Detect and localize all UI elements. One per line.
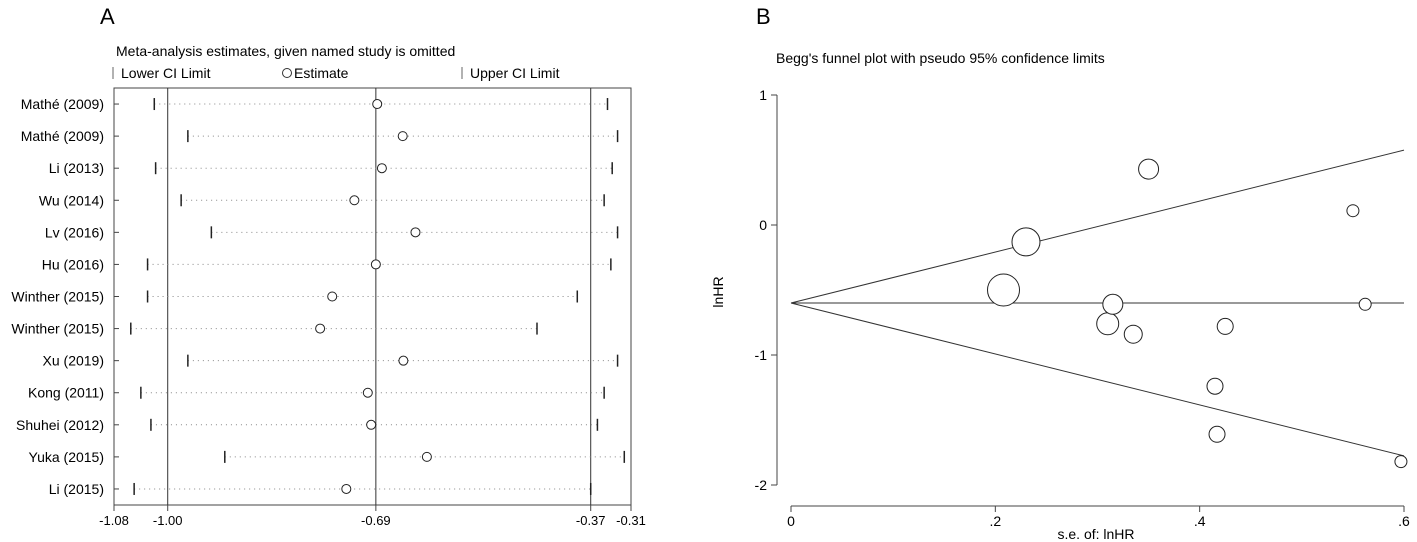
x-tick-label: -0.31 bbox=[616, 513, 646, 528]
estimate-marker bbox=[366, 419, 377, 430]
x-tick-label: .6 bbox=[1398, 513, 1410, 529]
estimate-marker bbox=[376, 163, 387, 174]
y-tick-label: 0 bbox=[759, 217, 767, 233]
funnel-axes: 1 0 -1 -2 0 .2 .4 .6 bbox=[755, 87, 1410, 529]
estimate-marker bbox=[398, 355, 409, 366]
study-label: Lv (2016) bbox=[45, 224, 104, 240]
funnel-plot-title: Begg's funnel plot with pseudo 95% confi… bbox=[776, 50, 1105, 66]
study-point bbox=[1358, 297, 1372, 311]
study-label: Winther (2015) bbox=[11, 289, 104, 305]
study-point bbox=[1102, 293, 1124, 315]
estimate-marker bbox=[327, 291, 338, 302]
study-label: Hu (2016) bbox=[42, 256, 104, 272]
panel-b-letter: B bbox=[756, 4, 771, 29]
estimate-marker bbox=[315, 323, 326, 334]
panel-a-letter: A bbox=[100, 4, 115, 29]
forest-plot-title: Meta-analysis estimates, given named stu… bbox=[116, 43, 455, 59]
x-tick-label: 0 bbox=[787, 513, 795, 529]
study-point bbox=[1011, 227, 1041, 257]
x-tick-label: -1.08 bbox=[99, 513, 129, 528]
estimate-marker bbox=[370, 259, 381, 270]
study-point bbox=[1206, 377, 1224, 395]
lower-confidence-limit bbox=[790, 302, 1405, 457]
study-label: Shuhei (2012) bbox=[16, 417, 104, 433]
estimate-marker bbox=[362, 387, 373, 398]
study-label: Winther (2015) bbox=[11, 321, 104, 337]
x-tick-label: -1.00 bbox=[153, 513, 183, 528]
x-tick-label: -0.69 bbox=[361, 513, 391, 528]
y-tick-label: 1 bbox=[759, 87, 767, 103]
funnel-y-axis-label: lnHR bbox=[710, 276, 726, 307]
y-tick-label: -2 bbox=[755, 477, 768, 493]
study-label: Li (2013) bbox=[49, 160, 104, 176]
estimate-marker bbox=[410, 227, 421, 238]
study-label: Mathé (2009) bbox=[21, 128, 104, 144]
forest-x-axis: -1.08 -1.00 -0.69 -0.37 -0.31 bbox=[99, 505, 646, 528]
legend-estimate-label: Estimate bbox=[294, 65, 349, 81]
study-point bbox=[1346, 204, 1360, 218]
study-point bbox=[1216, 317, 1234, 335]
study-label: Kong (2011) bbox=[28, 385, 104, 401]
x-tick-label: .4 bbox=[1194, 513, 1206, 529]
estimate-marker bbox=[397, 131, 408, 142]
estimate-marker bbox=[372, 99, 383, 110]
study-label: Wu (2014) bbox=[39, 192, 104, 208]
reference-lines bbox=[167, 88, 592, 505]
study-label: Mathé (2009) bbox=[21, 96, 104, 112]
study-point bbox=[1138, 158, 1160, 180]
study-label: Yuka (2015) bbox=[29, 449, 105, 465]
x-tick-label: -0.37 bbox=[576, 513, 606, 528]
forest-legend: Lower CI Limit Estimate Upper CI Limit bbox=[112, 65, 560, 81]
forest-plot-panel: A Meta-analysis estimates, given named s… bbox=[11, 4, 645, 528]
study-label: Xu (2019) bbox=[43, 353, 104, 369]
estimate-marker bbox=[341, 483, 352, 494]
funnel-limit-lines bbox=[790, 149, 1405, 457]
study-point bbox=[1208, 425, 1226, 443]
study-point bbox=[987, 273, 1021, 307]
study-rows: Mathé (2009) Mathé (2009) Li (2013) Wu (201… bbox=[11, 96, 626, 497]
funnel-x-axis-label: s.e. of: lnHR bbox=[1057, 526, 1134, 542]
legend-estimate-marker bbox=[282, 68, 292, 78]
funnel-points bbox=[987, 158, 1408, 469]
estimate-marker bbox=[421, 451, 432, 462]
legend-upper-label: Upper CI Limit bbox=[470, 65, 560, 81]
upper-confidence-limit bbox=[790, 149, 1405, 304]
study-point bbox=[1123, 324, 1143, 344]
study-point bbox=[1096, 312, 1120, 336]
estimate-marker bbox=[349, 195, 360, 206]
study-label: Li (2015) bbox=[49, 481, 104, 497]
study-point bbox=[1394, 455, 1408, 469]
funnel-plot-panel: B Begg's funnel plot with pseudo 95% con… bbox=[710, 4, 1410, 542]
legend-lower-label: Lower CI Limit bbox=[121, 65, 211, 81]
x-tick-label: .2 bbox=[989, 513, 1001, 529]
y-tick-label: -1 bbox=[755, 347, 768, 363]
